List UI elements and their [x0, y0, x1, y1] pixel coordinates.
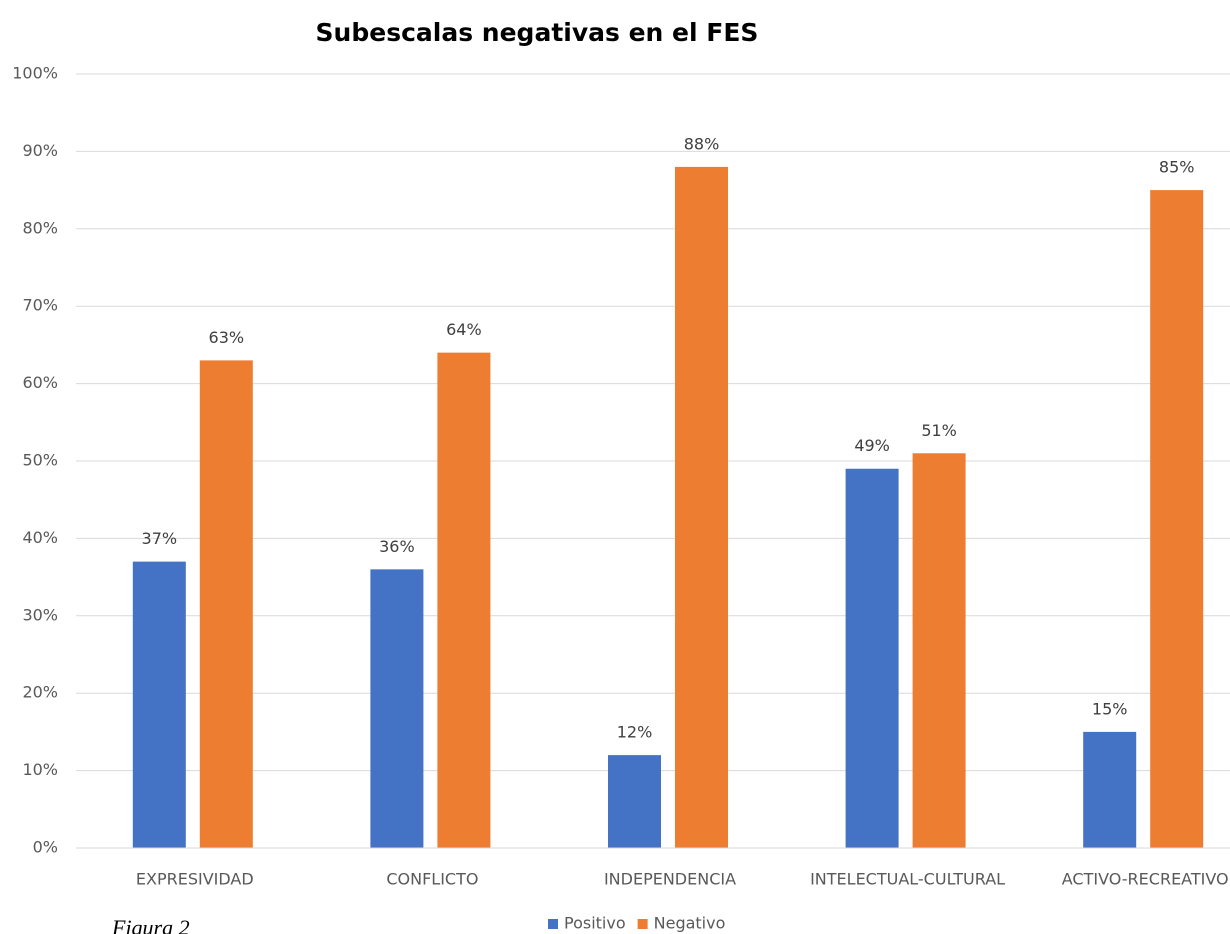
- bar: [437, 352, 491, 848]
- legend-label: Negativo: [654, 914, 726, 933]
- data-label: 64%: [446, 320, 482, 339]
- bar: [1083, 731, 1137, 848]
- data-label: 36%: [379, 537, 415, 556]
- legend-swatch: [637, 919, 648, 929]
- data-label: 12%: [617, 723, 653, 742]
- caption: Figura 2: [111, 915, 190, 934]
- data-label: 49%: [854, 436, 890, 455]
- bar: [132, 561, 186, 848]
- bar: [845, 468, 899, 848]
- x-tick-label: INDEPENDENCIA: [604, 870, 736, 889]
- y-tick-label: 20%: [22, 683, 58, 702]
- data-label: 51%: [921, 421, 957, 440]
- chart-title: Subescalas negativas en el FES: [316, 18, 759, 47]
- y-tick-label: 30%: [22, 605, 58, 624]
- y-tick-label: 50%: [22, 451, 58, 470]
- bar: [675, 166, 728, 848]
- data-label: 63%: [209, 328, 245, 347]
- bar: [912, 453, 966, 848]
- legend-swatch: [548, 919, 558, 929]
- data-label: 37%: [142, 529, 178, 548]
- bar: [608, 755, 661, 848]
- y-tick-label: 60%: [22, 373, 58, 392]
- y-tick-label: 10%: [22, 760, 58, 779]
- y-tick-label: 70%: [22, 296, 58, 315]
- data-label: 15%: [1092, 699, 1128, 718]
- bar: [199, 360, 253, 848]
- y-tick-label: 40%: [22, 528, 58, 547]
- x-tick-label: INTELECTUAL-CULTURAL: [810, 870, 1005, 889]
- data-label: 85%: [1159, 158, 1195, 177]
- x-tick-label: EXPRESIVIDAD: [136, 870, 254, 889]
- y-tick-label: 80%: [22, 218, 58, 237]
- y-tick-label: 0%: [33, 838, 58, 857]
- x-tick-label: ACTIVO-RECREATIVO: [1062, 870, 1229, 889]
- legend-label: Positivo: [564, 914, 626, 933]
- bar: [370, 569, 424, 848]
- y-tick-label: 100%: [12, 64, 58, 83]
- y-tick-label: 90%: [22, 141, 58, 160]
- bar: [1150, 190, 1204, 849]
- data-label: 88%: [684, 134, 720, 153]
- x-tick-label: CONFLICTO: [386, 870, 478, 889]
